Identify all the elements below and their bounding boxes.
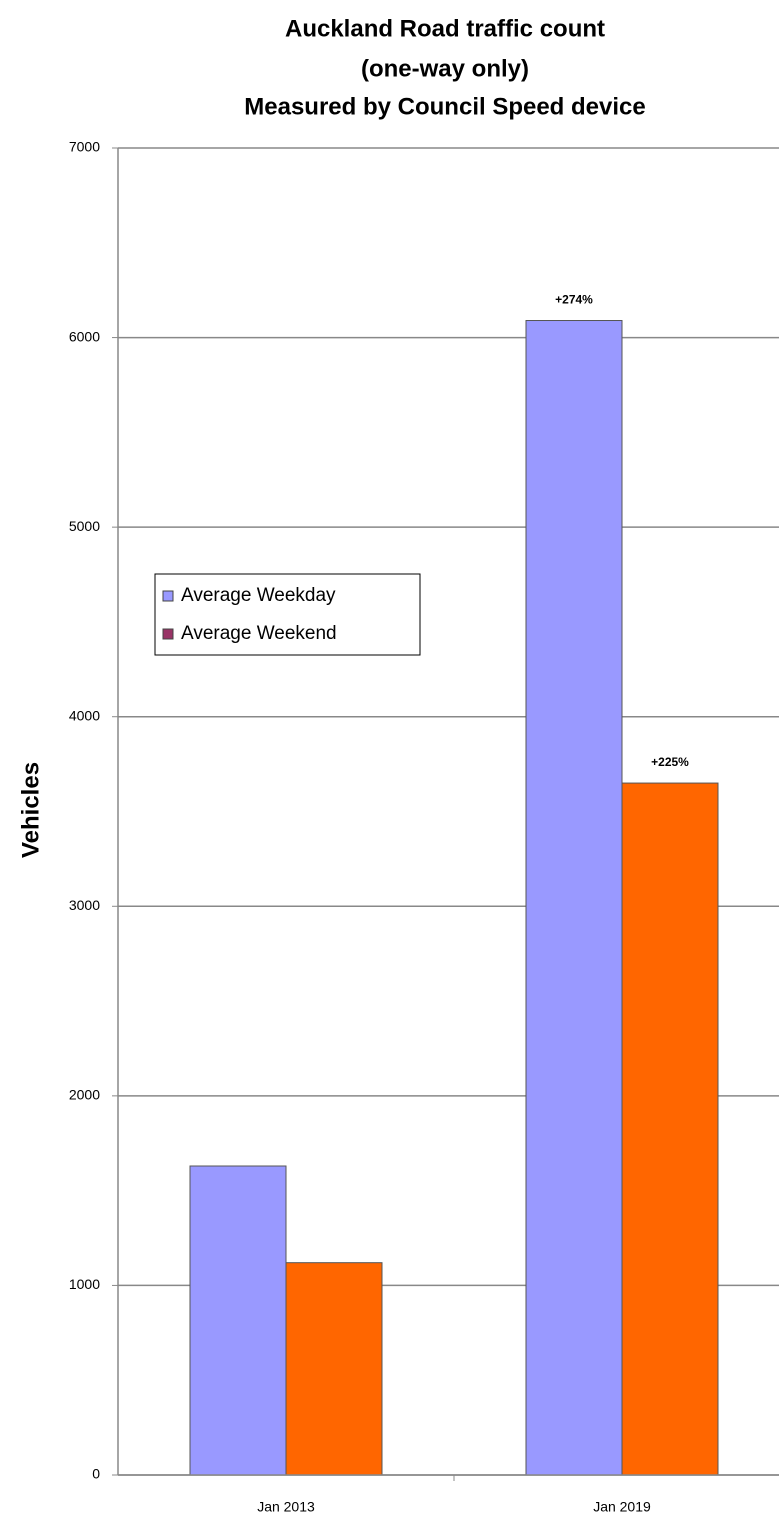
legend-box	[154, 573, 421, 656]
y-tick-label: 3000	[69, 897, 100, 913]
y-tick-label: 5000	[69, 518, 100, 534]
legend-label: Average Weekend	[181, 623, 337, 644]
legend-swatch	[162, 590, 174, 602]
x-tick-label: Jan 2013	[257, 1499, 315, 1515]
y-tick-label: 0	[92, 1466, 100, 1482]
legend-label: Average Weekday	[181, 585, 336, 606]
y-tick-label: 1000	[69, 1276, 100, 1292]
legend-swatch	[162, 628, 174, 640]
bar	[525, 320, 623, 1476]
y-tick-label: 6000	[69, 328, 100, 344]
chart-title: Measured by Council Speed device	[244, 93, 645, 120]
bar	[189, 1165, 287, 1476]
annotation: +225%	[651, 755, 689, 769]
y-tick-label: 2000	[69, 1087, 100, 1103]
y-tick-label: 7000	[69, 139, 100, 155]
chart-title: (one-way only)	[361, 55, 529, 82]
bar	[621, 782, 719, 1476]
y-tick-label: 4000	[69, 707, 100, 723]
y-axis-label: Vehicles	[17, 762, 44, 858]
bar	[285, 1262, 383, 1476]
annotation: +274%	[555, 293, 593, 307]
chart-title: Auckland Road traffic count	[285, 15, 605, 42]
x-tick-label: Jan 2019	[593, 1499, 651, 1515]
